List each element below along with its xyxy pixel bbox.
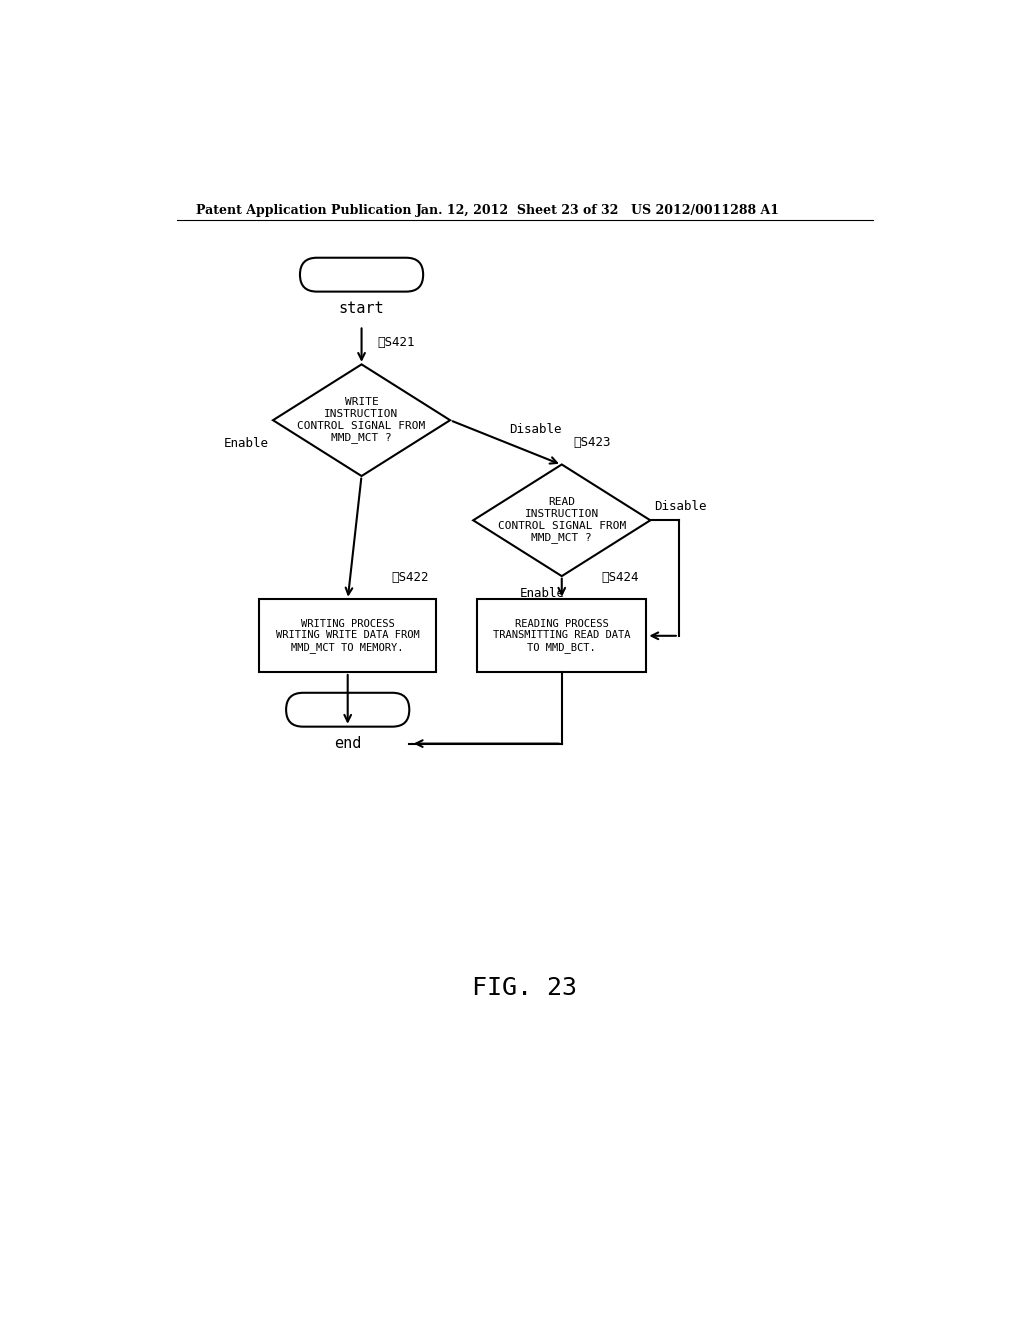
Text: Enable: Enable bbox=[224, 437, 269, 450]
Polygon shape bbox=[273, 364, 451, 477]
Text: Enable: Enable bbox=[519, 587, 564, 601]
Text: WRITE
INSTRUCTION
CONTROL SIGNAL FROM
MMD_MCT ?: WRITE INSTRUCTION CONTROL SIGNAL FROM MM… bbox=[297, 397, 426, 444]
Text: ∿S421: ∿S421 bbox=[377, 337, 415, 350]
Text: WRITING PROCESS
WRITING WRITE DATA FROM
MMD_MCT TO MEMORY.: WRITING PROCESS WRITING WRITE DATA FROM … bbox=[275, 619, 420, 653]
Text: READING PROCESS
TRANSMITTING READ DATA
TO MMD_BCT.: READING PROCESS TRANSMITTING READ DATA T… bbox=[493, 619, 631, 653]
Text: US 2012/0011288 A1: US 2012/0011288 A1 bbox=[631, 205, 779, 218]
Text: start: start bbox=[339, 301, 384, 315]
Text: Jan. 12, 2012  Sheet 23 of 32: Jan. 12, 2012 Sheet 23 of 32 bbox=[416, 205, 618, 218]
Bar bbox=[259, 599, 436, 672]
Text: ∿S422: ∿S422 bbox=[391, 572, 429, 585]
Text: end: end bbox=[334, 737, 361, 751]
Text: Disable: Disable bbox=[509, 424, 562, 437]
Text: Patent Application Publication: Patent Application Publication bbox=[196, 205, 412, 218]
Text: FIG. 23: FIG. 23 bbox=[472, 977, 578, 1001]
Text: ∿S423: ∿S423 bbox=[573, 437, 610, 449]
FancyBboxPatch shape bbox=[286, 693, 410, 726]
Text: READ
INSTRUCTION
CONTROL SIGNAL FROM
MMD_MCT ?: READ INSTRUCTION CONTROL SIGNAL FROM MMD… bbox=[498, 498, 626, 543]
Polygon shape bbox=[473, 465, 650, 576]
Text: ∿S424: ∿S424 bbox=[601, 572, 639, 585]
Bar bbox=[477, 599, 646, 672]
Text: Disable: Disable bbox=[654, 499, 707, 512]
FancyBboxPatch shape bbox=[300, 257, 423, 292]
